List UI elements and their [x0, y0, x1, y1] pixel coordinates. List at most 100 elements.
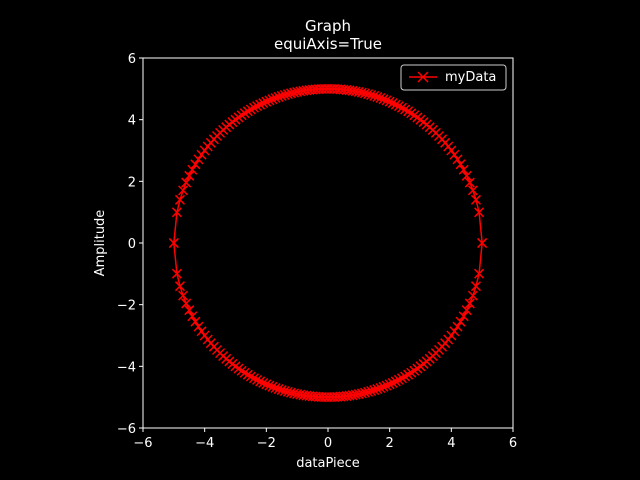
data-point-marker [375, 382, 386, 394]
y-tick-label: 6 [128, 52, 136, 67]
data-point-marker [168, 237, 179, 249]
data-point-marker [464, 298, 475, 309]
data-point-marker [359, 88, 371, 99]
data-point-marker [446, 145, 457, 156]
data-point-marker [184, 170, 195, 181]
data-point-marker [187, 311, 198, 322]
data-point-marker [458, 311, 469, 322]
data-point-marker [470, 281, 482, 292]
data-point-marker [458, 164, 469, 175]
data-point-marker [378, 381, 389, 392]
y-tick-label: 0 [128, 237, 136, 252]
data-point-marker [174, 281, 186, 292]
data-point-marker [193, 321, 204, 332]
data-point-marker [171, 207, 182, 218]
data-point-marker [470, 194, 482, 205]
data-point-marker [184, 305, 195, 316]
data-point-marker [375, 92, 386, 104]
data-point-marker [178, 290, 189, 301]
data-point-marker [461, 305, 472, 316]
data-point-marker [369, 385, 380, 396]
data-point-marker [255, 99, 266, 110]
data-point-marker [270, 382, 281, 394]
data-point-marker [285, 88, 297, 99]
data-point-marker [452, 154, 463, 165]
data-point-marker [276, 90, 287, 101]
data-point-marker [190, 159, 201, 170]
plot-area [142, 57, 514, 429]
x-tick-label: −2 [257, 436, 276, 451]
y-tick-label: 4 [128, 114, 136, 129]
data-point-marker [248, 102, 260, 113]
y-tick-label: −6 [117, 422, 136, 437]
data-point-marker [400, 104, 411, 115]
y-tick-label: −4 [117, 360, 136, 375]
data-point-marker [455, 159, 466, 170]
data-point-marker [393, 374, 404, 385]
data-point-marker [267, 381, 278, 392]
data-point-marker [264, 380, 275, 391]
data-point-marker [255, 376, 266, 387]
tick-layer: −6 −4 −2 0 2 4 6 −6 −4 −2 0 2 4 6 [117, 52, 517, 451]
data-point-marker [372, 91, 383, 102]
data-point-marker [292, 389, 303, 400]
data-point-marker [174, 194, 186, 205]
data-point-marker [372, 384, 383, 395]
data-point-marker [378, 94, 389, 105]
data-point-marker [279, 385, 290, 397]
series-layer [168, 83, 488, 403]
data-point-marker [477, 237, 488, 249]
data-point-marker [359, 387, 371, 398]
data-point-marker [400, 371, 411, 382]
data-point-marker [273, 91, 284, 102]
data-point-marker [248, 373, 260, 384]
legend-box [400, 64, 507, 91]
data-point-marker [474, 268, 485, 279]
data-point-marker [387, 98, 398, 109]
data-point-marker [366, 385, 377, 397]
data-point-marker [289, 388, 300, 399]
data-point-marker [384, 96, 395, 107]
data-point-marker [381, 95, 392, 106]
data-point-marker [181, 298, 192, 309]
data-point-marker [449, 149, 460, 160]
chart-title: Graph [305, 17, 351, 35]
data-point-marker [289, 87, 300, 98]
x-tick-label: 2 [386, 436, 394, 451]
x-axis-label: dataPiece [296, 456, 360, 471]
data-point-marker [461, 170, 472, 181]
data-point-marker [449, 326, 460, 337]
data-point-marker [396, 373, 408, 384]
y-axis-label: Amplitude [93, 210, 108, 277]
data-point-marker [261, 379, 272, 390]
data-point-marker [252, 101, 263, 112]
data-point-marker [356, 87, 367, 98]
data-point-marker [199, 330, 210, 341]
data-point-marker [295, 389, 306, 400]
x-tick-label: 4 [447, 436, 455, 451]
data-point-marker [270, 92, 281, 104]
data-point-marker [381, 380, 392, 391]
data-point-marker [264, 95, 275, 106]
x-tick-label: −6 [133, 436, 152, 451]
data-point-marker [366, 89, 377, 101]
data-point-marker [193, 154, 204, 165]
y-tick-label: −2 [117, 299, 136, 314]
data-point-marker [190, 316, 201, 327]
data-point-marker [258, 98, 269, 109]
data-point-marker [196, 149, 207, 160]
data-point-marker [369, 90, 380, 101]
data-point-marker [350, 86, 361, 97]
data-point-marker [387, 377, 398, 388]
data-point-marker [171, 268, 182, 279]
x-tick-label: −4 [195, 436, 214, 451]
data-point-marker [390, 376, 401, 387]
data-point-marker [181, 177, 192, 188]
data-point-marker [267, 94, 278, 105]
data-point-marker [363, 89, 374, 100]
data-point-marker [474, 207, 485, 218]
data-point-marker [273, 384, 284, 395]
data-point-marker [196, 326, 207, 337]
data-point-marker [245, 371, 256, 382]
